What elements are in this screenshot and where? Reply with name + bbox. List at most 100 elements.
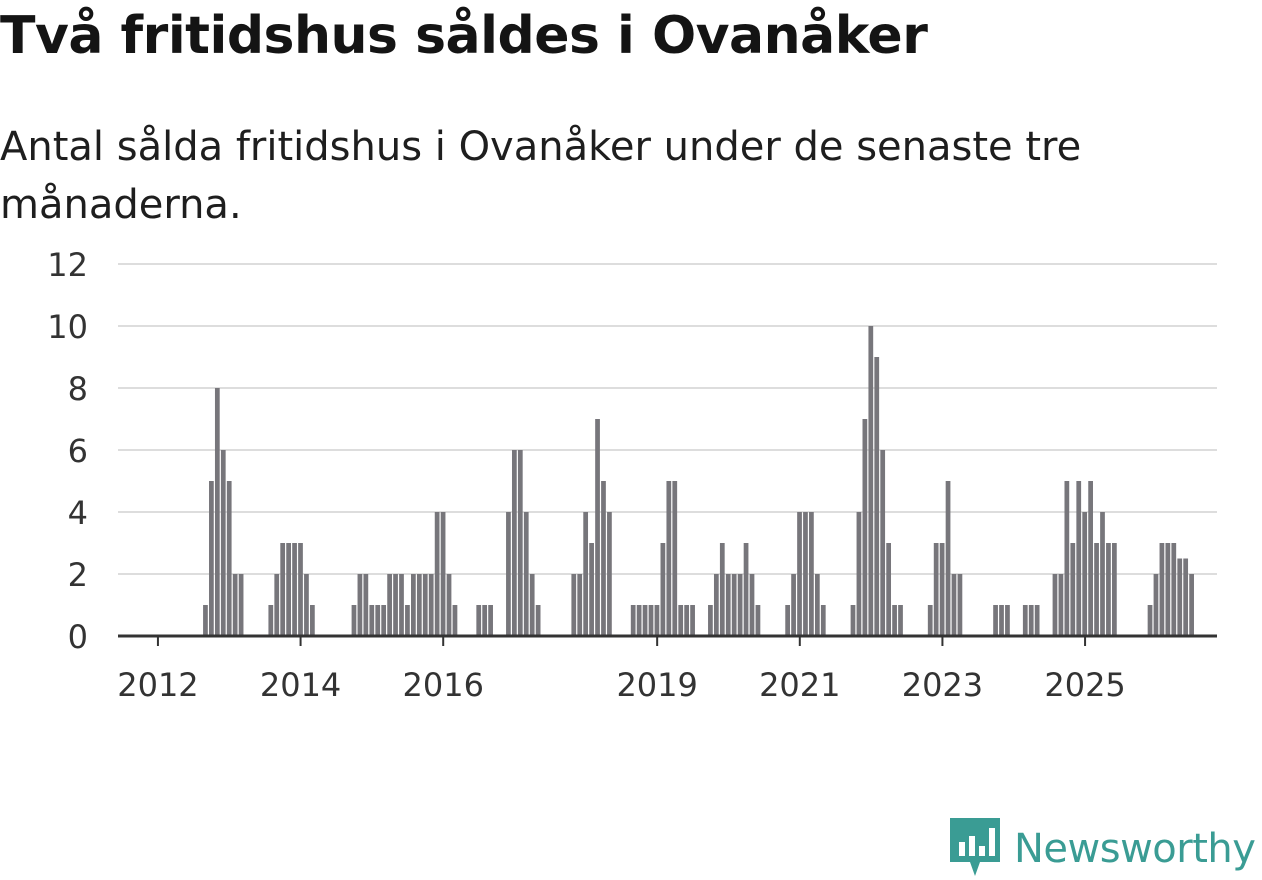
bar: [642, 605, 648, 636]
bar: [993, 605, 998, 636]
bar-value-label: 2: [1188, 230, 1207, 238]
bar: [428, 574, 434, 636]
bar: [719, 543, 725, 636]
bar: [1088, 481, 1093, 636]
x-tick-label: 2023: [902, 666, 983, 700]
bar: [434, 512, 440, 636]
newsworthy-logo[interactable]: Newsworthy: [950, 818, 1256, 880]
y-tick-label: 6: [68, 432, 88, 470]
bar: [898, 605, 903, 636]
bar: [577, 574, 583, 636]
bar: [511, 450, 517, 636]
bar: [238, 574, 244, 636]
bar: [1094, 543, 1099, 636]
bar: [482, 605, 488, 636]
bar: [1165, 543, 1171, 636]
bar: [850, 605, 856, 636]
bar: [529, 574, 535, 636]
bar: [220, 450, 226, 636]
bar: [1153, 574, 1159, 636]
bar: [298, 543, 303, 636]
bar: [892, 605, 897, 636]
bar: [369, 605, 375, 636]
bar: [1082, 512, 1088, 636]
bar: [933, 543, 939, 636]
bar: [749, 574, 755, 636]
bar: [292, 543, 297, 636]
bar: [399, 574, 404, 636]
bar: [393, 574, 398, 636]
bar: [874, 357, 880, 636]
bar: [363, 574, 369, 636]
x-tick-label: 2025: [1044, 666, 1125, 700]
bar: [226, 481, 232, 636]
bar: [791, 574, 796, 636]
bar: [304, 574, 309, 636]
bar: [1058, 574, 1064, 636]
bar: [422, 574, 428, 636]
x-tick-label: 2021: [759, 666, 840, 700]
bar: [725, 574, 731, 636]
bar: [862, 419, 868, 636]
bar: [690, 605, 695, 636]
bar: [351, 605, 357, 636]
bar: [708, 605, 713, 636]
chart-title: Två fritidshus såldes i Ovanåker: [0, 6, 928, 66]
bar: [1189, 574, 1194, 636]
bar: [1183, 558, 1189, 636]
bar: [535, 605, 541, 636]
bar: [387, 574, 392, 636]
bar: [405, 605, 410, 636]
bar: [1028, 605, 1034, 636]
bar: [636, 605, 642, 636]
bar: [1147, 605, 1153, 636]
bar: [927, 605, 933, 636]
bar: [381, 605, 387, 636]
y-tick-label: 10: [47, 308, 88, 346]
bar: [737, 574, 743, 636]
bar: [446, 574, 452, 636]
bar: [375, 605, 381, 636]
bar: [1052, 574, 1058, 636]
bar: [1159, 543, 1165, 636]
bar: [684, 605, 690, 636]
y-tick-label: 4: [68, 494, 88, 532]
x-tick-label: 2012: [117, 666, 198, 700]
x-tick-label: 2014: [260, 666, 341, 700]
bar: [814, 574, 820, 636]
bar: [678, 605, 684, 636]
bar: [654, 605, 660, 636]
bar: [440, 512, 446, 636]
y-tick-label: 12: [47, 246, 88, 284]
bar: [731, 574, 737, 636]
bar: [310, 605, 315, 636]
bar: [476, 605, 482, 636]
bar: [595, 419, 600, 636]
bar: [957, 574, 963, 636]
bar: [785, 605, 791, 636]
bar: [416, 574, 422, 636]
bar: [268, 605, 274, 636]
bar: [630, 605, 636, 636]
bar: [856, 512, 862, 636]
bar: [886, 543, 892, 636]
bar: [1177, 558, 1183, 636]
bar: [286, 543, 291, 636]
bar: [1100, 512, 1105, 636]
bar: [452, 605, 458, 636]
x-tick-label: 2016: [402, 666, 483, 700]
bar: [672, 481, 678, 636]
bar: [517, 450, 523, 636]
bar: [203, 605, 208, 636]
bar: [1005, 605, 1010, 636]
bar: [1064, 481, 1070, 636]
y-tick-label: 2: [68, 556, 88, 594]
bar: [803, 512, 808, 636]
bar: [743, 543, 749, 636]
bar: [232, 574, 238, 636]
bar: [797, 512, 802, 636]
bar: [601, 481, 606, 636]
y-tick-label: 8: [68, 370, 88, 408]
bar: [589, 543, 594, 636]
bar: [820, 605, 826, 636]
